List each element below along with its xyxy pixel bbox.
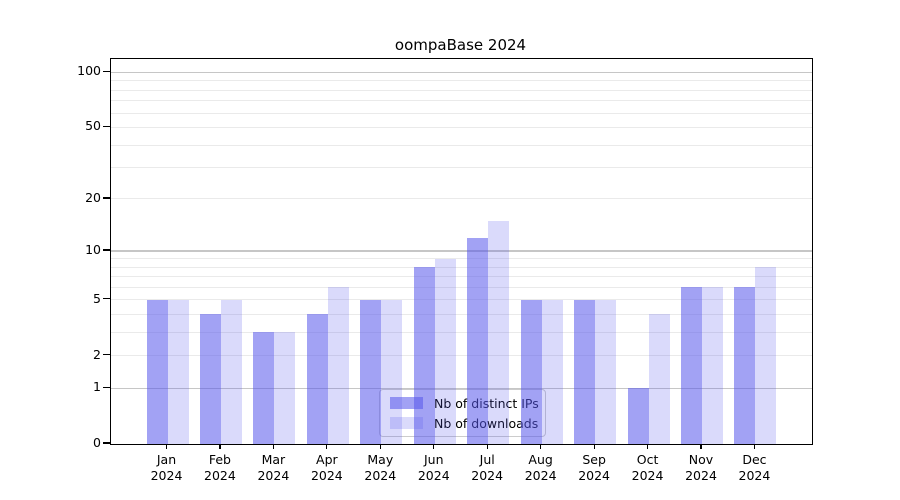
x-tick-mark	[272, 444, 274, 449]
bar-distinct-ips-oct	[627, 388, 649, 444]
bar-downloads-jul	[488, 220, 510, 444]
x-tick-mark	[593, 444, 595, 449]
bar-distinct-ips-jun	[413, 267, 435, 444]
x-tick-label-dec: Dec 2024	[738, 452, 771, 483]
plot-area: Nb of distinct IPs Nb of downloads	[110, 58, 813, 445]
gridline-minor	[111, 299, 812, 301]
bar-downloads-jan	[167, 299, 189, 444]
bar-downloads-sep	[595, 299, 617, 444]
x-tick-label-oct: Oct 2024	[631, 452, 664, 483]
x-tick-label-mar: Mar 2024	[257, 452, 290, 483]
x-tick-mark	[540, 444, 542, 449]
y-tick-label: 5	[93, 290, 101, 306]
y-tick-mark	[103, 70, 110, 73]
gridline-minor	[111, 355, 812, 357]
bar-distinct-ips-apr	[306, 314, 328, 444]
x-tick-mark	[486, 444, 488, 449]
x-tick-label-apr: Apr 2024	[310, 452, 343, 483]
bar-downloads-jun	[434, 258, 456, 444]
bar-downloads-aug	[541, 299, 563, 444]
gridline-minor	[111, 80, 812, 82]
y-tick-mark	[103, 353, 110, 356]
x-tick-mark	[219, 444, 221, 449]
y-tick-label: 1	[93, 379, 101, 395]
bar-distinct-ips-sep	[574, 299, 596, 444]
gridline-minor	[111, 100, 812, 102]
bar-distinct-ips-dec	[734, 287, 756, 444]
x-tick-mark	[646, 444, 649, 449]
x-tick-mark	[165, 444, 168, 449]
gridline-major	[111, 71, 812, 74]
x-tick-label-jun: Jun 2024	[417, 452, 450, 483]
x-tick-mark	[433, 444, 435, 449]
x-tick-mark	[326, 444, 328, 449]
x-tick-mark	[700, 444, 702, 449]
legend-entry-downloads: Nb of downloads	[390, 415, 538, 431]
bar-distinct-ips-nov	[681, 287, 702, 444]
bar-distinct-ips-jan	[146, 299, 168, 444]
y-tick-mark	[103, 125, 110, 128]
gridline-major	[111, 250, 812, 252]
gridline-minor	[111, 126, 812, 128]
y-tick-mark	[103, 298, 110, 300]
bar-distinct-ips-may	[360, 299, 382, 444]
x-tick-label-may: May 2024	[364, 452, 397, 483]
bar-downloads-feb	[220, 299, 242, 444]
x-tick-label-jan: Jan 2024	[150, 452, 183, 483]
y-tick-mark	[103, 197, 110, 199]
bar-downloads-nov	[702, 287, 723, 444]
gridline-major	[111, 387, 812, 389]
x-tick-mark	[753, 444, 756, 449]
gridline-minor	[111, 266, 812, 268]
y-tick-mark	[103, 249, 110, 251]
gridline-minor	[111, 167, 812, 169]
y-tick-label: 0	[93, 435, 101, 450]
gridline-minor	[111, 258, 812, 260]
gridline-minor	[111, 89, 812, 91]
bar-downloads-dec	[755, 267, 777, 444]
gridline-minor	[111, 144, 812, 146]
y-tick-label: 2	[93, 346, 101, 362]
y-tick-label: 20	[85, 189, 101, 205]
y-tick-mark	[103, 386, 110, 388]
legend-entry-distinct-ips: Nb of distinct IPs	[390, 395, 539, 411]
gridline-minor	[111, 276, 812, 278]
y-tick-label: 50	[85, 118, 101, 134]
gridline-minor	[111, 112, 812, 114]
gridline-minor	[111, 313, 812, 315]
x-tick-label-nov: Nov 2024	[685, 452, 717, 483]
y-tick-label: 100	[77, 63, 101, 79]
bar-downloads-oct	[648, 314, 670, 444]
chart-title: oompaBase 2024	[394, 36, 527, 54]
x-tick-label-feb: Feb 2024	[204, 452, 236, 483]
x-tick-mark	[379, 444, 381, 449]
gridline-minor	[111, 331, 812, 333]
y-tick-label: 10	[85, 241, 101, 257]
bar-distinct-ips-aug	[520, 299, 542, 444]
bar-distinct-ips-feb	[199, 314, 221, 444]
x-tick-label-aug: Aug 2024	[524, 452, 557, 483]
bar-distinct-ips-jul	[467, 237, 489, 444]
x-tick-label-sep: Sep 2024	[578, 452, 610, 483]
bar-downloads-may	[381, 299, 403, 444]
gridline-minor	[111, 198, 812, 200]
bar-downloads-apr	[327, 287, 349, 444]
y-tick-mark	[103, 442, 110, 444]
x-tick-label-jul: Jul 2024	[471, 452, 504, 483]
bar-downloads-mar	[274, 332, 296, 444]
gridline-minor	[111, 286, 812, 288]
bar-distinct-ips-mar	[253, 332, 275, 444]
